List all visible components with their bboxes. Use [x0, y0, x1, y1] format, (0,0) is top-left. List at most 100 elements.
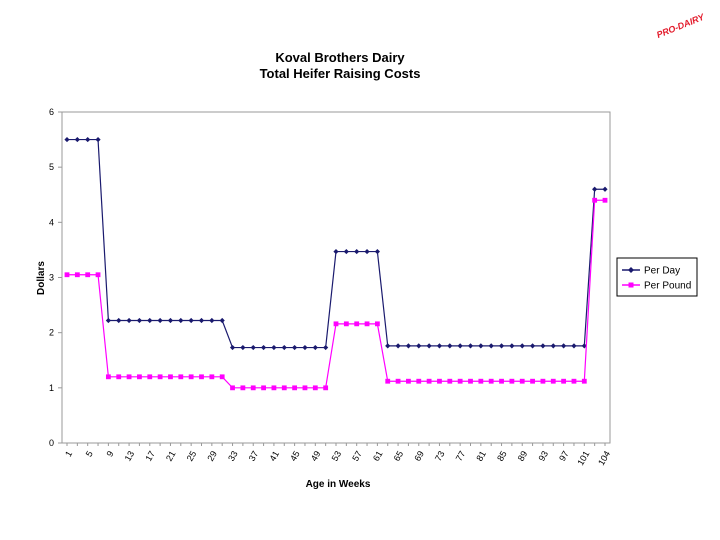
data-point — [416, 343, 422, 349]
data-point — [105, 317, 111, 324]
data-point — [468, 378, 473, 384]
data-point — [64, 136, 70, 143]
data-point — [137, 374, 142, 380]
data-point — [230, 385, 235, 391]
data-point — [354, 321, 360, 327]
x-tick-label: 89 — [516, 449, 530, 463]
x-tick-label: 13 — [123, 449, 137, 463]
x-tick-label: 25 — [185, 449, 199, 463]
data-point — [426, 343, 432, 349]
x-tick-label: 41 — [267, 449, 281, 463]
data-point — [499, 378, 504, 384]
data-point — [406, 378, 411, 384]
y-tick-label: 2 — [49, 328, 54, 338]
data-point — [602, 186, 608, 192]
x-tick-label: 49 — [309, 449, 323, 463]
legend-marker — [628, 267, 634, 273]
chart-subtitle: Total Heifer Raising Costs — [259, 66, 421, 81]
data-point — [529, 343, 536, 349]
data-point — [188, 317, 194, 324]
data-point — [157, 374, 163, 380]
data-point — [374, 321, 380, 327]
data-point — [457, 378, 463, 384]
x-tick-label: 69 — [412, 449, 426, 463]
data-point — [292, 344, 298, 351]
data-point — [581, 343, 587, 349]
y-axis: 0 1 2 3 4 5 6 — [49, 107, 62, 448]
data-point — [178, 317, 184, 324]
data-point — [530, 378, 535, 384]
data-point — [116, 374, 122, 380]
data-point — [488, 378, 494, 384]
x-tick-label: 101 — [575, 449, 591, 467]
x-tick-label: 33 — [226, 449, 240, 463]
data-point — [147, 317, 153, 324]
data-point — [126, 374, 132, 380]
data-point — [178, 374, 184, 380]
x-tick-label: 85 — [495, 449, 509, 463]
data-point — [571, 378, 577, 384]
x-tick-label: 73 — [433, 449, 447, 463]
data-point — [261, 385, 266, 391]
series-per-pound — [64, 197, 608, 391]
data-point — [105, 374, 111, 380]
data-point — [209, 374, 215, 380]
x-axis-title: Age in Weeks — [306, 479, 371, 490]
x-tick-label: 65 — [392, 449, 406, 463]
data-point — [95, 272, 101, 278]
x-tick-label: 61 — [371, 449, 385, 463]
data-point — [292, 385, 298, 391]
data-point — [333, 248, 339, 255]
data-point — [74, 272, 80, 278]
y-tick-label: 3 — [49, 273, 54, 283]
legend: Per Day Per Pound — [616, 257, 698, 297]
legend-item: Per Day — [622, 266, 680, 277]
data-point — [250, 344, 256, 351]
data-point — [281, 344, 287, 351]
data-point — [198, 317, 205, 324]
data-point — [219, 317, 225, 324]
data-point — [95, 136, 101, 143]
pro-dairy-logo: PRO-DAIRY — [655, 11, 706, 40]
data-point — [281, 385, 287, 391]
x-tick-label: 93 — [536, 449, 550, 463]
data-point — [147, 374, 153, 380]
data-point — [405, 343, 412, 349]
x-tick-label: 53 — [330, 449, 344, 463]
data-point — [457, 343, 463, 349]
data-point — [271, 344, 277, 351]
data-point — [260, 344, 267, 351]
chart-title: Koval Brothers Dairy — [275, 50, 405, 65]
data-point — [199, 374, 204, 380]
data-point — [561, 343, 567, 349]
legend-label: Per Pound — [644, 281, 691, 292]
data-point — [436, 343, 443, 349]
legend-item: Per Pound — [622, 281, 691, 292]
data-point — [519, 378, 525, 384]
y-tick-label: 6 — [49, 107, 54, 117]
data-point — [519, 343, 525, 349]
data-point — [540, 378, 546, 384]
data-point — [447, 343, 453, 349]
legend-box — [616, 257, 698, 297]
y-tick-label: 4 — [49, 217, 54, 227]
x-tick-label: 21 — [164, 449, 178, 463]
x-tick-label: 1 — [63, 449, 74, 458]
data-point — [354, 248, 360, 255]
data-point — [509, 378, 515, 384]
x-tick-label: 17 — [143, 449, 157, 463]
data-point — [437, 378, 442, 384]
x-tick-label: 29 — [205, 449, 219, 463]
x-axis: 1 5 9 13 17 21 25 29 33 37 41 45 49 53 57 61 65 69 73 77 81 8… — [63, 443, 612, 467]
data-point — [395, 343, 401, 349]
data-point — [323, 344, 329, 351]
data-point — [240, 385, 246, 391]
y-axis-title: Dollars — [36, 261, 47, 295]
x-tick-label: 5 — [84, 449, 95, 458]
data-point — [219, 374, 225, 380]
legend-label: Per Day — [644, 266, 680, 277]
data-point — [126, 317, 132, 324]
data-point — [374, 248, 380, 255]
x-tick-label: 104 — [596, 449, 612, 467]
data-point — [240, 344, 246, 351]
